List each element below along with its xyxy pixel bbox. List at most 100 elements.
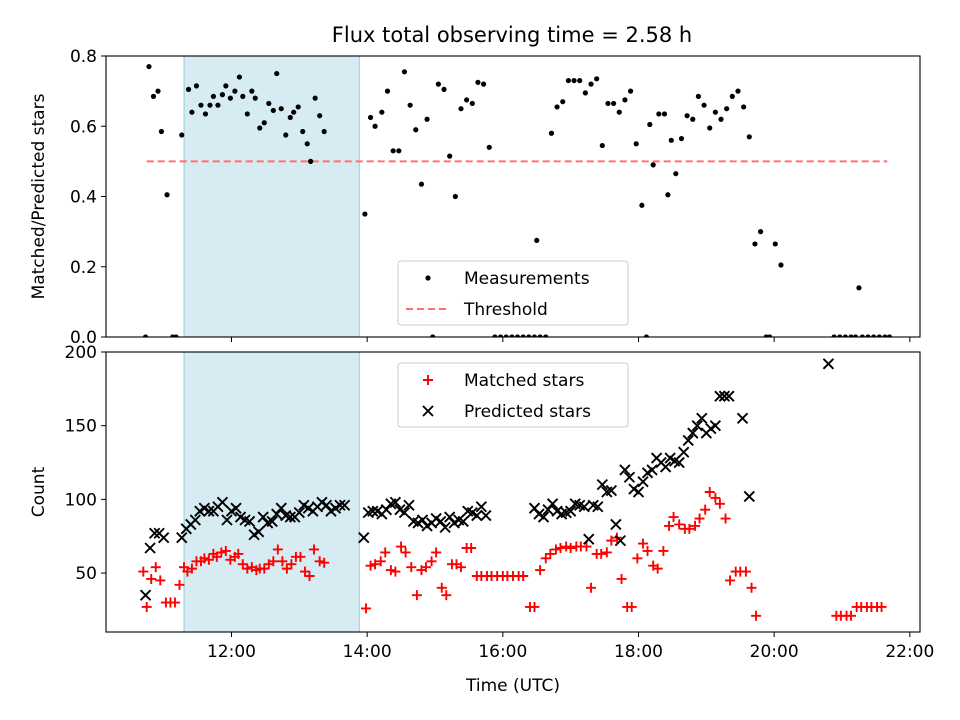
lower-panel-star-counts: 50 100 150 200 12:00 14:00 16:00 18:00 20:00 22:0… [29, 343, 934, 696]
data-point [822, 358, 835, 370]
data-point [284, 511, 296, 523]
data-point [571, 77, 577, 84]
data-point [186, 563, 197, 574]
data-point [452, 193, 458, 200]
data-point [375, 556, 386, 567]
data-point [155, 88, 161, 94]
data-point [413, 127, 419, 133]
data-point [674, 519, 685, 530]
data-point [616, 109, 622, 115]
data-point [216, 547, 227, 558]
data-point [714, 498, 725, 509]
data-point [876, 334, 882, 337]
data-point [601, 547, 612, 558]
data-point [605, 484, 618, 497]
data-point [582, 90, 588, 96]
data-point [469, 100, 475, 107]
data-point [656, 111, 662, 117]
data-point [746, 582, 757, 593]
data-point [466, 543, 477, 553]
x-tick-label: 20:00 [750, 642, 799, 662]
data-point [308, 158, 314, 164]
data-point [430, 334, 436, 337]
data-point [665, 192, 671, 198]
data-point [471, 509, 483, 522]
plot-area [138, 352, 887, 632]
data-point [390, 148, 396, 154]
data-point [535, 565, 546, 576]
data-point [637, 476, 649, 488]
data-point [767, 334, 773, 337]
data-point [286, 559, 297, 570]
data-point [230, 502, 242, 514]
data-point [724, 106, 730, 112]
data-point [304, 571, 315, 581]
data-point [599, 142, 605, 149]
data-point [658, 545, 669, 556]
data-point [581, 541, 592, 552]
data-point [684, 113, 690, 119]
data-point [146, 63, 152, 70]
legend-box [397, 362, 629, 428]
data-point [157, 532, 170, 544]
data-point [643, 334, 650, 337]
y-axis-label: Matched/Predicted stars [29, 93, 49, 299]
data-point [526, 334, 532, 337]
data-point [646, 464, 658, 476]
data-point [543, 334, 549, 337]
data-point [142, 334, 149, 337]
data-point [475, 79, 481, 85]
data-point [210, 93, 217, 99]
data-point [293, 506, 305, 519]
data-point [752, 241, 758, 247]
data-point [682, 434, 694, 447]
data-point [138, 566, 149, 577]
data-point [596, 478, 608, 491]
data-point [650, 162, 656, 168]
data-point [300, 128, 306, 135]
data-point [509, 334, 515, 337]
data-point [545, 548, 556, 559]
data-point [592, 501, 604, 513]
data-point [718, 390, 731, 402]
data-point [367, 114, 374, 121]
figure-title: Flux total observing time = 2.58 h [332, 23, 692, 47]
data-point [244, 111, 250, 117]
data-point [561, 541, 572, 552]
y-tick-label: 0.6 [70, 117, 97, 137]
data-point [283, 132, 289, 138]
data-point [594, 76, 600, 82]
y-tick-label: 0.2 [70, 258, 97, 278]
data-point [605, 100, 611, 107]
data-point [528, 502, 541, 514]
data-point [139, 589, 152, 601]
data-point [486, 144, 492, 150]
data-point [678, 446, 690, 458]
data-point [859, 334, 865, 337]
observing-window-span [183, 352, 360, 632]
data-point [554, 104, 560, 110]
y-tick-label: 100 [65, 490, 97, 510]
data-point [321, 128, 327, 135]
data-point [150, 93, 157, 99]
data-point [365, 560, 376, 571]
data-point [295, 551, 306, 562]
data-point [189, 514, 201, 526]
data-point [203, 554, 214, 565]
data-point [741, 104, 747, 110]
data-point [148, 527, 161, 539]
data-point [281, 563, 292, 574]
data-point [193, 83, 200, 89]
data-point [334, 499, 346, 511]
data-point [619, 464, 631, 476]
data-point [447, 153, 453, 159]
data-point [390, 566, 401, 577]
legend-marker-cross [422, 405, 434, 417]
data-point [611, 100, 617, 107]
data-point [865, 334, 871, 337]
data-point [457, 515, 469, 528]
data-point [751, 610, 762, 621]
data-point [520, 334, 526, 337]
data-point [455, 562, 466, 573]
